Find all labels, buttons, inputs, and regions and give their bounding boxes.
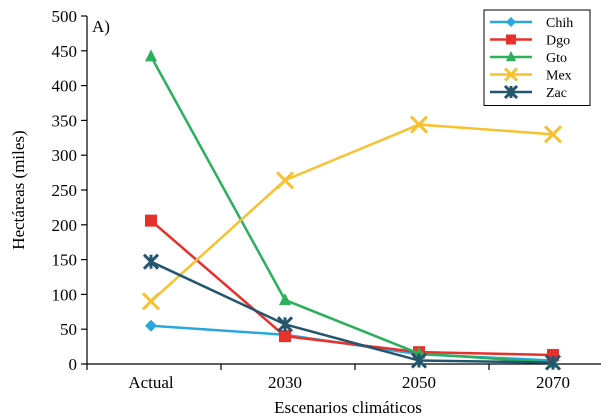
series-line-gto <box>149 55 554 364</box>
data-point-zac <box>142 253 160 270</box>
y-tick-label: 300 <box>52 146 78 165</box>
legend-item-zac: Zac <box>490 84 567 101</box>
y-tick-label: 150 <box>52 251 78 270</box>
y-tick-label: 450 <box>52 42 78 61</box>
y-tick-label: 200 <box>52 216 78 235</box>
axes: 0 50 100 150 200 250 300 350 400 450 500 Actual 2030… <box>52 7 601 392</box>
legend-label-chih: Chih <box>546 16 573 31</box>
series-layer <box>141 49 563 371</box>
data-point-mex <box>409 115 429 134</box>
x-tick-label: 2050 <box>402 373 436 392</box>
data-point-chih <box>145 319 157 332</box>
y-tick-label: 250 <box>52 181 78 200</box>
legend-marker-dgo <box>506 34 516 45</box>
legend-item-chih: Chih <box>490 16 573 31</box>
series-zac <box>142 253 562 371</box>
legend-label-gto: Gto <box>546 51 567 66</box>
series-line-dgo <box>150 219 554 357</box>
data-point-dgo <box>145 214 157 227</box>
legend-marker-chih <box>506 17 516 27</box>
legend: Chih Dgo Gto Mex Zac <box>483 9 591 106</box>
data-point-dgo <box>279 330 291 343</box>
data-point-mex <box>275 171 295 190</box>
legend-item-gto: Gto <box>490 51 567 66</box>
legend-label-dgo: Dgo <box>546 34 570 49</box>
y-axis-title: Hectáreas (miles) <box>9 130 28 249</box>
y-tick-label: 0 <box>69 355 78 374</box>
legend-item-dgo: Dgo <box>490 34 570 49</box>
y-tick-label: 350 <box>52 111 78 130</box>
y-tick-label: 100 <box>52 285 78 304</box>
data-point-gto <box>279 292 291 305</box>
y-tick-label: 50 <box>60 320 77 339</box>
y-tick-label: 400 <box>52 77 78 96</box>
legend-item-mex: Mex <box>490 67 572 84</box>
series-line-mex <box>150 123 554 303</box>
y-tick-label: 500 <box>52 7 78 26</box>
series-line-zac <box>150 260 554 364</box>
legend-marker-mex <box>503 67 519 82</box>
x-tick-label: Actual <box>128 373 174 392</box>
data-point-mex <box>141 292 161 311</box>
legend-label-zac: Zac <box>546 86 567 101</box>
series-mex <box>141 115 563 311</box>
data-point-mex <box>543 125 563 144</box>
data-point-zac <box>544 354 562 371</box>
x-tick-label: 2030 <box>268 373 302 392</box>
data-point-zac <box>410 352 428 369</box>
data-point-gto <box>145 49 157 62</box>
panel-label: A) <box>92 17 110 36</box>
legend-label-mex: Mex <box>546 69 572 84</box>
legend-marker-gto <box>506 51 516 61</box>
x-tick-label: 2070 <box>536 373 570 392</box>
legend-marker-zac <box>503 84 519 100</box>
x-axis-title: Escenarios climáticos <box>274 398 422 417</box>
data-point-zac <box>276 316 294 333</box>
